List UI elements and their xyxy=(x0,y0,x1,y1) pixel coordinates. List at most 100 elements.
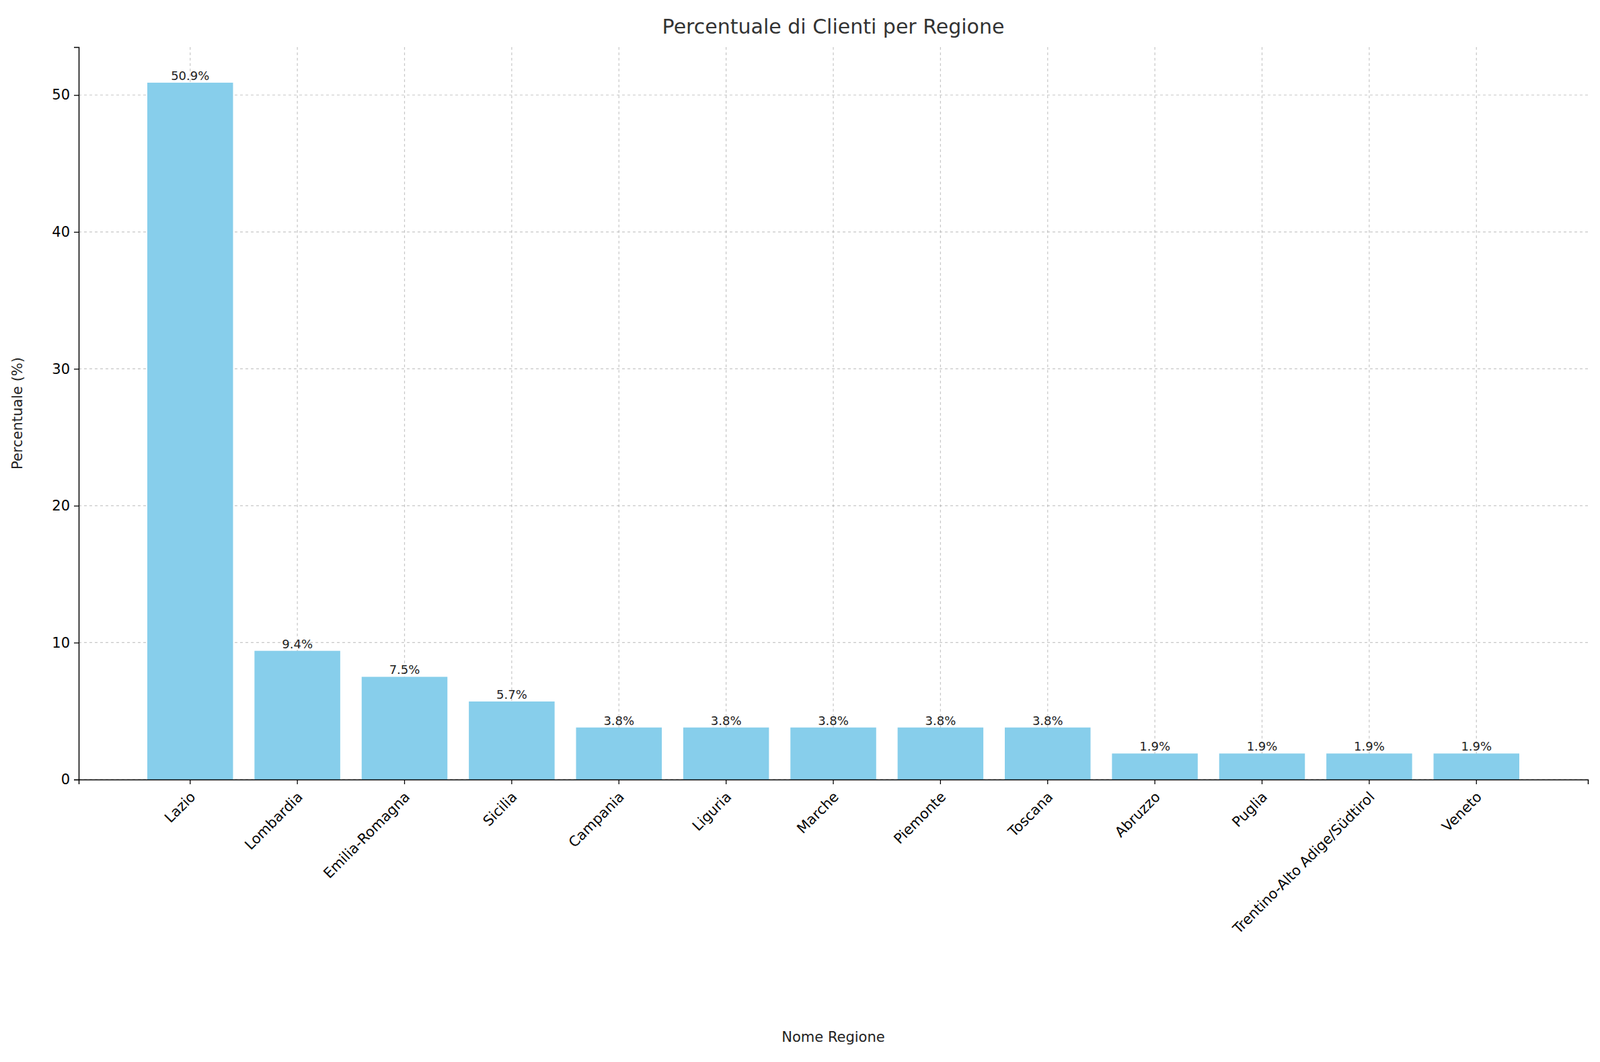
x-tick-mark xyxy=(1261,779,1263,785)
x-tick-label: Puglia xyxy=(1228,788,1271,831)
data-label: 1.9% xyxy=(1139,739,1171,754)
y-tick: 10 xyxy=(51,634,79,652)
x-grid-line xyxy=(1476,47,1477,780)
bar xyxy=(147,82,234,780)
y-grid-line xyxy=(78,368,1588,370)
grid xyxy=(78,47,1588,780)
data-label: 9.4% xyxy=(281,636,313,652)
y-tick-mark xyxy=(73,94,79,96)
y-axis: 0 10 20 30 40 50 xyxy=(51,47,79,789)
x-grid-line xyxy=(511,47,512,780)
x-tick-label: Sicilia xyxy=(479,788,520,830)
x-tick: Piemonte xyxy=(890,779,949,848)
title: Percentuale di Clienti per Regione xyxy=(662,14,1005,39)
y-tick-label: 50 xyxy=(51,86,70,103)
x-grid-line xyxy=(1368,47,1370,780)
data-label: 1.9% xyxy=(1246,739,1278,754)
x-grid-line xyxy=(725,47,727,780)
y-tick-mark xyxy=(73,642,79,643)
x-axis: Lazio LombardiaEmilia-Romagna Sicilia Campa… xyxy=(79,779,1589,938)
x-grid-line xyxy=(1261,47,1263,780)
x-tick-mark xyxy=(1476,779,1477,785)
y-tick-mark xyxy=(73,505,79,507)
bar xyxy=(576,727,663,780)
x-grid-line xyxy=(618,47,620,780)
bar xyxy=(254,651,341,780)
bar xyxy=(897,727,984,780)
x-grid-line xyxy=(832,47,834,780)
x-tick-label: Liguria xyxy=(689,788,736,835)
x-tick: Puglia xyxy=(1228,779,1271,831)
x-tick-label: Lombardia xyxy=(241,788,307,854)
x-tick-label: Marche xyxy=(793,788,842,837)
x-tick: Sicilia xyxy=(479,779,520,830)
x-tick-mark xyxy=(725,779,727,785)
bar xyxy=(1004,727,1091,780)
x-tick-label: Abruzzo xyxy=(1111,788,1164,841)
x-tick-mark xyxy=(1047,779,1048,785)
x-tick-mark xyxy=(296,779,298,785)
y-tick-label: 10 xyxy=(51,634,70,652)
bar xyxy=(683,727,770,780)
bar xyxy=(790,727,877,780)
data-label: 3.8% xyxy=(817,713,849,728)
bar xyxy=(1219,753,1306,780)
data-label: 50.9% xyxy=(170,68,210,83)
x-tick-label: Campania xyxy=(565,788,628,851)
bar xyxy=(1111,753,1198,780)
bar xyxy=(361,676,448,780)
x-axis-title: Nome Regione xyxy=(781,1029,885,1046)
x-grid-line xyxy=(1154,47,1156,780)
data-labels: 50.9%9.4%7.5%5.7%3.8%3.8%3.8%3.8%3.8%1.9… xyxy=(170,68,1492,754)
y-tick: 50 xyxy=(51,86,79,103)
data-label: 1.9% xyxy=(1353,739,1385,754)
bars xyxy=(147,82,1520,780)
x-tick-mark xyxy=(404,779,405,785)
x-tick: Lombardia xyxy=(241,779,307,853)
x-tick-mark xyxy=(1368,779,1370,785)
x-tick: Veneto xyxy=(1438,779,1485,835)
y-tick: 0 xyxy=(61,771,79,788)
x-tick-mark xyxy=(1154,779,1155,785)
x-grid-line xyxy=(940,47,941,780)
data-label: 3.8% xyxy=(603,713,635,728)
x-axis-line xyxy=(79,780,1589,785)
data-label: 5.7% xyxy=(496,687,528,702)
bar xyxy=(1326,753,1413,780)
y-tick: 30 xyxy=(51,361,79,378)
y-tick: 40 xyxy=(51,223,79,241)
y-axis-title: Percentuale (%) xyxy=(9,357,26,470)
x-tick-mark xyxy=(511,779,512,785)
data-label: 3.8% xyxy=(925,713,957,728)
x-tick: Trentino-Alto Adige/Südtirol xyxy=(1229,779,1379,938)
bar xyxy=(468,701,555,780)
x-tick: Emilia-Romagna xyxy=(320,779,413,882)
y-grid-line xyxy=(78,94,1588,96)
x-tick: Campania xyxy=(565,779,628,851)
x-grid-line xyxy=(1047,47,1048,780)
y-tick: 20 xyxy=(51,497,79,514)
x-tick-label: Toscana xyxy=(1004,788,1057,841)
data-label: 7.5% xyxy=(389,662,421,677)
x-tick-label: Trentino-Alto Adige/Südtirol xyxy=(1229,788,1379,938)
x-tick-mark xyxy=(618,779,620,785)
y-tick-label: 40 xyxy=(51,223,70,241)
y-tick-label: 30 xyxy=(51,361,70,378)
data-label: 1.9% xyxy=(1460,739,1492,754)
data-label: 3.8% xyxy=(1032,713,1064,728)
x-tick-label: Lazio xyxy=(161,788,199,826)
x-tick: Marche xyxy=(793,779,842,837)
x-tick-label: Veneto xyxy=(1438,788,1485,836)
x-tick: Liguria xyxy=(689,779,736,834)
x-tick-mark xyxy=(189,779,191,785)
x-tick-mark xyxy=(832,779,834,785)
x-tick: Lazio xyxy=(161,779,199,826)
chart: 0 10 20 30 40 50 Lazio LombardiaEmilia-Romagna S… xyxy=(0,0,1600,1062)
bar xyxy=(1433,753,1520,780)
y-axis-line xyxy=(73,47,80,781)
y-tick-mark xyxy=(73,368,79,370)
x-tick-mark xyxy=(940,779,941,785)
y-tick-mark xyxy=(73,232,79,233)
y-tick-mark xyxy=(73,779,79,781)
x-tick: Toscana xyxy=(1004,779,1057,841)
